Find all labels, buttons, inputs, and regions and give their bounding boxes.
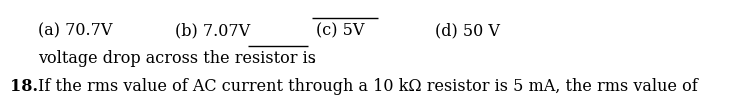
Text: 18.: 18.: [10, 78, 38, 95]
Text: (b) 7.07V: (b) 7.07V: [175, 22, 250, 39]
Text: If the rms value of AC current through a 10 kΩ resistor is 5 mA, the rms value o: If the rms value of AC current through a…: [38, 78, 698, 95]
Text: voltage drop across the resistor is: voltage drop across the resistor is: [38, 50, 316, 67]
Text: (d) 50 V: (d) 50 V: [435, 22, 500, 39]
Text: .: .: [310, 50, 315, 67]
Text: (a) 70.7V: (a) 70.7V: [38, 22, 112, 39]
Text: (c) 5V: (c) 5V: [316, 22, 364, 39]
